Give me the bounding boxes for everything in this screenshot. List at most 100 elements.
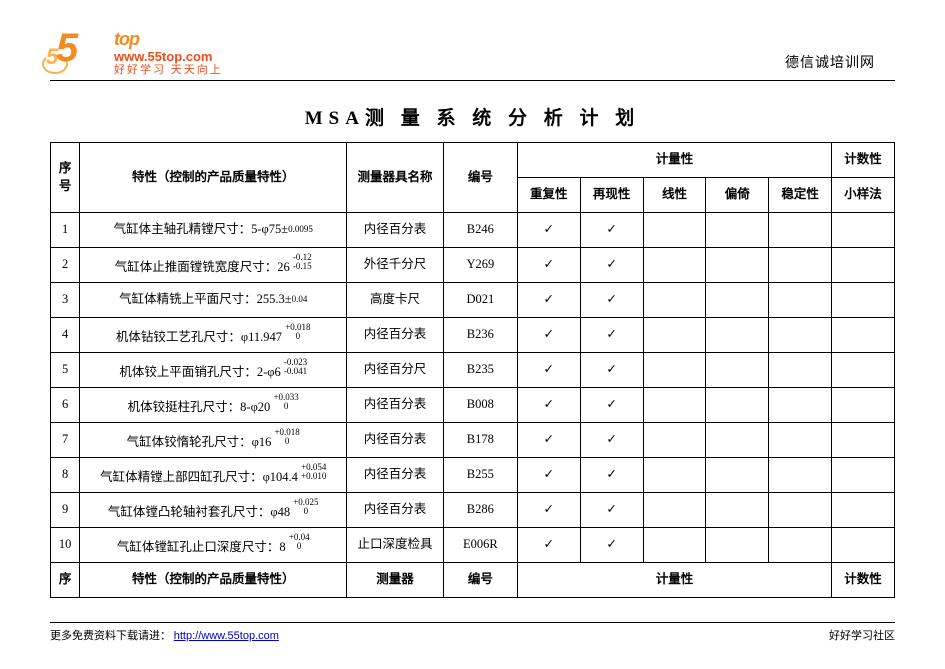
ftr-metric-group: 计量性 bbox=[517, 563, 831, 598]
table-row: 9气缸体镗凸轮轴衬套孔尺寸：φ48 +0.0250内径百分表B286✓✓ bbox=[51, 493, 895, 528]
cell-count bbox=[832, 318, 895, 353]
cell-metric-0: ✓ bbox=[517, 388, 580, 423]
hdr-count-col: 小样法 bbox=[832, 178, 895, 213]
cell-characteristic: 机体铰上平面销孔尺寸：2-φ6 -0.023-0.041 bbox=[80, 353, 347, 388]
cell-metric-2 bbox=[643, 248, 706, 283]
cell-metric-1: ✓ bbox=[580, 458, 643, 493]
cell-code: B236 bbox=[443, 318, 517, 353]
cell-characteristic: 机体铰挺柱孔尺寸：8-φ20 +0.0330 bbox=[80, 388, 347, 423]
cell-metric-2 bbox=[643, 458, 706, 493]
cell-metric-1: ✓ bbox=[580, 213, 643, 248]
footer-left-label: 更多免费资料下载请进： bbox=[50, 630, 171, 642]
cell-seq: 1 bbox=[51, 213, 80, 248]
cell-metric-3 bbox=[706, 528, 769, 563]
table-row: 2气缸体止推面镗铣宽度尺寸：26 -0.12-0.15外径千分尺Y269✓✓ bbox=[51, 248, 895, 283]
cell-metric-4 bbox=[769, 528, 832, 563]
header-right-text: 德信诚培训网 bbox=[785, 52, 895, 76]
cell-code: D021 bbox=[443, 283, 517, 318]
msa-table: 序号 特性（控制的产品质量特性） 测量器具名称 编号 计量性 计数性 重复性 再… bbox=[50, 142, 895, 598]
ftr-characteristic: 特性（控制的产品质量特性） bbox=[80, 563, 347, 598]
cell-metric-4 bbox=[769, 493, 832, 528]
logo-url: www.55top.com bbox=[114, 50, 223, 64]
cell-metric-1: ✓ bbox=[580, 423, 643, 458]
cell-tool: 内径百分表 bbox=[347, 213, 444, 248]
cell-metric-4 bbox=[769, 423, 832, 458]
table-row: 10气缸体镗缸孔止口深度尺寸：8 +0.040止口深度检具E006R✓✓ bbox=[51, 528, 895, 563]
hdr-metric-3: 偏倚 bbox=[706, 178, 769, 213]
cell-seq: 5 bbox=[51, 353, 80, 388]
cell-count bbox=[832, 213, 895, 248]
cell-seq: 6 bbox=[51, 388, 80, 423]
cell-metric-4 bbox=[769, 458, 832, 493]
cell-metric-2 bbox=[643, 528, 706, 563]
hdr-metric-group: 计量性 bbox=[517, 143, 831, 178]
cell-metric-2 bbox=[643, 493, 706, 528]
cell-metric-4 bbox=[769, 353, 832, 388]
hdr-seq: 序号 bbox=[51, 143, 80, 213]
cell-count bbox=[832, 493, 895, 528]
cell-seq: 10 bbox=[51, 528, 80, 563]
cell-metric-4 bbox=[769, 213, 832, 248]
logo-top-text: top bbox=[114, 30, 223, 50]
cell-tool: 内径百分尺 bbox=[347, 353, 444, 388]
cell-metric-4 bbox=[769, 248, 832, 283]
cell-code: B246 bbox=[443, 213, 517, 248]
cell-code: B255 bbox=[443, 458, 517, 493]
hdr-metric-1: 再现性 bbox=[580, 178, 643, 213]
cell-characteristic: 气缸体镗缸孔止口深度尺寸：8 +0.040 bbox=[80, 528, 347, 563]
cell-metric-0: ✓ bbox=[517, 353, 580, 388]
cell-characteristic: 气缸体镗凸轮轴衬套孔尺寸：φ48 +0.0250 bbox=[80, 493, 347, 528]
cell-metric-1: ✓ bbox=[580, 353, 643, 388]
hdr-count-group: 计数性 bbox=[832, 143, 895, 178]
cell-metric-4 bbox=[769, 283, 832, 318]
cell-count bbox=[832, 458, 895, 493]
table-row: 3气缸体精铣上平面尺寸：255.3±0.04高度卡尺D021✓✓ bbox=[51, 283, 895, 318]
cell-characteristic: 气缸体精镗上部四缸孔尺寸：φ104.4 +0.054+0.010 bbox=[80, 458, 347, 493]
cell-metric-3 bbox=[706, 388, 769, 423]
cell-metric-1: ✓ bbox=[580, 248, 643, 283]
hdr-code: 编号 bbox=[443, 143, 517, 213]
table-foot: 序 特性（控制的产品质量特性） 测量器 编号 计量性 计数性 bbox=[51, 563, 895, 598]
cell-code: B178 bbox=[443, 423, 517, 458]
cell-tool: 内径百分表 bbox=[347, 493, 444, 528]
cell-tool: 内径百分表 bbox=[347, 458, 444, 493]
logo: 5 5 top www.55top.com 好好学习 天天向上 bbox=[50, 30, 223, 76]
cell-metric-1: ✓ bbox=[580, 493, 643, 528]
cell-count bbox=[832, 248, 895, 283]
cell-seq: 4 bbox=[51, 318, 80, 353]
table-row: 5机体铰上平面销孔尺寸：2-φ6 -0.023-0.041内径百分尺B235✓✓ bbox=[51, 353, 895, 388]
hdr-metric-2: 线性 bbox=[643, 178, 706, 213]
cell-code: B286 bbox=[443, 493, 517, 528]
table-head: 序号 特性（控制的产品质量特性） 测量器具名称 编号 计量性 计数性 重复性 再… bbox=[51, 143, 895, 213]
cell-metric-1: ✓ bbox=[580, 528, 643, 563]
cell-metric-0: ✓ bbox=[517, 318, 580, 353]
hdr-metric-0: 重复性 bbox=[517, 178, 580, 213]
cell-tool: 内径百分表 bbox=[347, 318, 444, 353]
cell-tool: 外径千分尺 bbox=[347, 248, 444, 283]
table-row: 1气缸体主轴孔精镗尺寸：5-φ75±0.0095内径百分表B246✓✓ bbox=[51, 213, 895, 248]
ftr-tool: 测量器 bbox=[347, 563, 444, 598]
cell-metric-3 bbox=[706, 283, 769, 318]
cell-metric-3 bbox=[706, 213, 769, 248]
cell-metric-2 bbox=[643, 353, 706, 388]
footer-left: 更多免费资料下载请进： http://www.55top.com bbox=[50, 627, 279, 643]
cell-count bbox=[832, 528, 895, 563]
footer-link[interactable]: http://www.55top.com bbox=[174, 630, 279, 642]
cell-metric-0: ✓ bbox=[517, 528, 580, 563]
table-row: 8气缸体精镗上部四缸孔尺寸：φ104.4 +0.054+0.010内径百分表B2… bbox=[51, 458, 895, 493]
cell-code: B008 bbox=[443, 388, 517, 423]
cell-metric-3 bbox=[706, 423, 769, 458]
cell-metric-1: ✓ bbox=[580, 318, 643, 353]
cell-code: Y269 bbox=[443, 248, 517, 283]
cell-characteristic: 机体钻铰工艺孔尺寸：φ11.947 +0.0180 bbox=[80, 318, 347, 353]
cell-tool: 止口深度检具 bbox=[347, 528, 444, 563]
cell-metric-2 bbox=[643, 318, 706, 353]
cell-count bbox=[832, 353, 895, 388]
cell-characteristic: 气缸体精铣上平面尺寸：255.3±0.04 bbox=[80, 283, 347, 318]
table-row: 6机体铰挺柱孔尺寸：8-φ20 +0.0330内径百分表B008✓✓ bbox=[51, 388, 895, 423]
cell-metric-4 bbox=[769, 388, 832, 423]
cell-characteristic: 气缸体主轴孔精镗尺寸：5-φ75±0.0095 bbox=[80, 213, 347, 248]
cell-metric-0: ✓ bbox=[517, 283, 580, 318]
page: 5 5 top www.55top.com 好好学习 天天向上 德信诚培训网 M… bbox=[0, 0, 945, 669]
cell-metric-0: ✓ bbox=[517, 458, 580, 493]
